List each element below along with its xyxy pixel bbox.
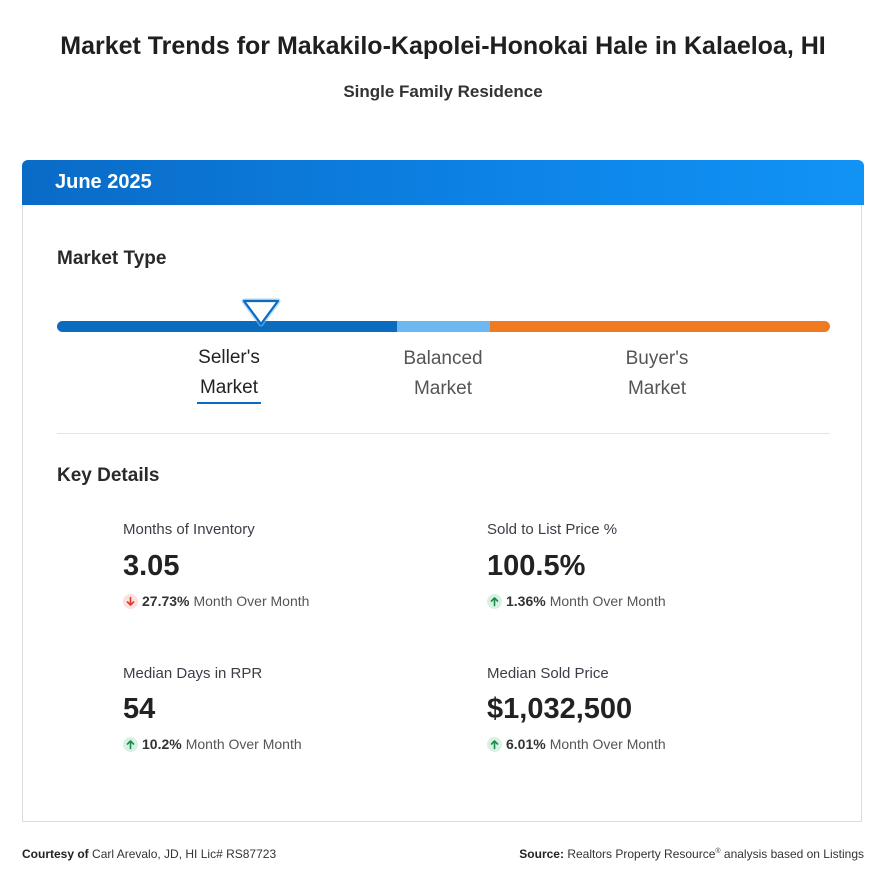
buyer-label-line1: Buyer's bbox=[625, 348, 689, 369]
seller-active-underline bbox=[197, 402, 261, 404]
stat-label: Months of Inventory bbox=[123, 521, 255, 538]
source-label: Source: bbox=[519, 847, 564, 861]
stat-label: Median Days in RPR bbox=[123, 665, 263, 682]
courtesy-text: Carl Arevalo, JD, HI Lic# RS87723 bbox=[92, 847, 277, 861]
stat-change-percent: 10.2% bbox=[142, 736, 182, 752]
arrow-up-icon bbox=[123, 737, 138, 752]
balanced-label-line2: Market bbox=[413, 378, 473, 399]
market-card: June 2025 bbox=[22, 160, 864, 822]
source-footer: Source: Realtors Property Resource® anal… bbox=[519, 847, 864, 861]
balanced-market-label: Balanced Market bbox=[373, 344, 513, 404]
stat-label: Sold to List Price % bbox=[487, 521, 618, 538]
stat-change: 27.73% Month Over Month bbox=[123, 593, 309, 609]
source-text: analysis based on Listings bbox=[723, 847, 864, 861]
balanced-market-segment bbox=[397, 321, 490, 332]
market-pointer-icon bbox=[241, 298, 281, 327]
seller-market-label: Seller's Market bbox=[159, 343, 299, 403]
seller-label-line1: Seller's bbox=[198, 347, 260, 368]
arrow-up-icon bbox=[487, 737, 502, 752]
seller-market-segment bbox=[57, 321, 397, 332]
stat-value: 100.5% bbox=[487, 550, 586, 582]
page-subtitle: Single Family Residence bbox=[343, 82, 543, 101]
period-label: June 2025 bbox=[55, 171, 152, 193]
stat-change-period: Month Over Month bbox=[549, 593, 666, 609]
stat-value: 54 bbox=[123, 693, 156, 725]
section-divider bbox=[57, 433, 830, 434]
stat-change-percent: 1.36% bbox=[506, 593, 546, 609]
buyer-market-segment bbox=[490, 321, 830, 332]
stat-change-percent: 6.01% bbox=[506, 736, 546, 752]
stat-change-period: Month Over Month bbox=[185, 736, 302, 752]
stat-change: 10.2% Month Over Month bbox=[123, 736, 302, 752]
stat-change: 6.01% Month Over Month bbox=[487, 736, 666, 752]
stat-change: 1.36% Month Over Month bbox=[487, 593, 666, 609]
registered-mark: ® bbox=[715, 848, 721, 855]
seller-label-line2: Market bbox=[199, 377, 259, 398]
key-details-title: Key Details bbox=[57, 465, 160, 486]
buyer-label-line2: Market bbox=[627, 378, 687, 399]
stat-change-percent: 27.73% bbox=[142, 593, 190, 609]
card-header: June 2025 bbox=[22, 160, 864, 205]
stat-change-period: Month Over Month bbox=[549, 736, 666, 752]
buyer-market-label: Buyer's Market bbox=[587, 344, 727, 404]
stat-value: $1,032,500 bbox=[487, 693, 633, 725]
market-type-title: Market Type bbox=[57, 248, 167, 269]
arrow-down-icon bbox=[123, 594, 138, 609]
source-name: Realtors Property Resource bbox=[567, 847, 716, 861]
balanced-label-line1: Balanced bbox=[403, 348, 483, 369]
page-title: Market Trends for Makakilo-Kapolei-Honok… bbox=[60, 32, 826, 60]
stat-value: 3.05 bbox=[123, 550, 180, 582]
arrow-up-icon bbox=[487, 594, 502, 609]
courtesy-label: Courtesy of bbox=[22, 847, 89, 861]
courtesy-footer: Courtesy of Carl Arevalo, JD, HI Lic# RS… bbox=[22, 847, 276, 861]
stat-change-period: Month Over Month bbox=[193, 593, 310, 609]
stat-label: Median Sold Price bbox=[487, 665, 609, 682]
